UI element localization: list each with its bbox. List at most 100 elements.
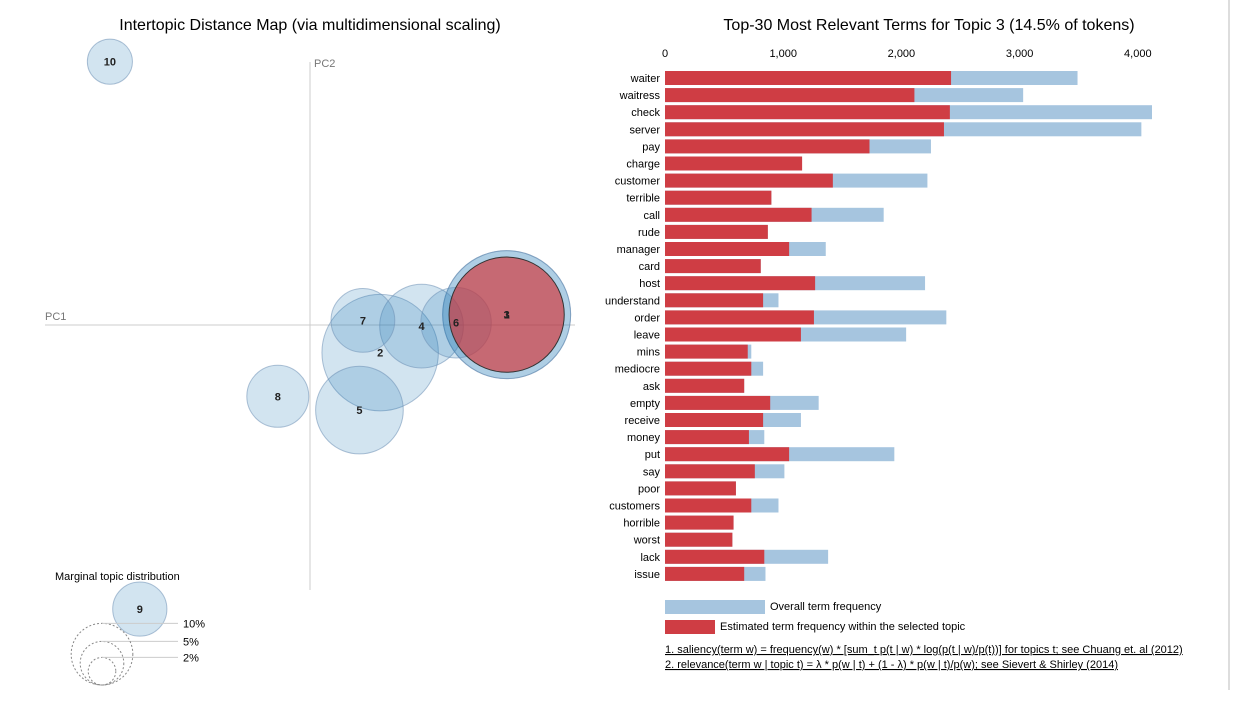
topic-bubble-9[interactable] — [112, 581, 168, 637]
topic-label-7[interactable]: 7 — [360, 315, 366, 327]
topic-label-5[interactable]: 5 — [356, 405, 362, 417]
topic-bubble-10[interactable] — [86, 38, 133, 85]
term-label-empty[interactable]: empty — [630, 398, 660, 410]
term-label-put[interactable]: put — [645, 449, 660, 461]
topic-bar-customer[interactable] — [665, 173, 833, 188]
topic-bar-charge[interactable] — [665, 156, 803, 171]
topic-bar-host[interactable] — [665, 276, 816, 291]
topic-bar-customers[interactable] — [665, 498, 752, 513]
topic-bubble-2[interactable] — [321, 293, 439, 412]
topic-bubble-7[interactable] — [330, 288, 396, 353]
topic-bar-understand[interactable] — [665, 293, 764, 308]
topic-bar-receive[interactable] — [665, 413, 764, 427]
term-label-ask[interactable]: ask — [643, 381, 661, 393]
marginal-circle-10pct — [70, 622, 134, 686]
term-label-issue[interactable]: issue — [634, 569, 660, 581]
x-tick-label: 1,000 — [769, 48, 797, 60]
term-label-call[interactable]: call — [643, 210, 660, 222]
marginal-circle-5pct — [79, 640, 125, 686]
marginal-circle-2pct — [87, 656, 117, 686]
legend-swatch-topic — [665, 620, 715, 634]
term-bar-rows: waiter waitress check server pay charge custom… — [605, 71, 1152, 581]
topic-bar-money[interactable] — [665, 430, 749, 445]
topic-label-3[interactable]: 3 — [504, 310, 510, 322]
topic-bar-order[interactable] — [665, 310, 814, 325]
term-label-card[interactable]: card — [639, 261, 660, 273]
topic-bar-issue[interactable] — [665, 566, 745, 581]
topic-bar-leave[interactable] — [665, 327, 801, 342]
topic-bubble-labels: 1 2 3 4 5 6 7 8 9 10 — [104, 57, 510, 616]
term-label-server[interactable]: server — [629, 124, 660, 136]
legend-label-topic: Estimated term frequency within the sele… — [720, 621, 966, 633]
relevance-footnote-link[interactable]: 2. relevance(term w | topic t) = λ * p(w… — [665, 659, 1118, 671]
topic-bar-lack[interactable] — [665, 549, 765, 564]
saliency-footnote-link[interactable]: 1. saliency(term w) = frequency(w) * [su… — [665, 644, 1183, 656]
marginal-legend-title: Marginal topic distribution — [55, 571, 180, 583]
topic-label-8[interactable]: 8 — [275, 391, 281, 403]
topic-bubble-8[interactable] — [246, 364, 310, 428]
topic-bar-server[interactable] — [665, 122, 944, 137]
term-label-host[interactable]: host — [639, 278, 660, 290]
term-label-mediocre[interactable]: mediocre — [615, 364, 660, 376]
term-label-pay[interactable]: pay — [642, 141, 660, 153]
topic-bar-ask[interactable] — [665, 378, 745, 393]
x-tick-label: 3,000 — [1006, 48, 1034, 60]
term-bar-legend: Overall term frequency Estimated term fr… — [665, 600, 966, 634]
term-label-rude[interactable]: rude — [638, 227, 660, 239]
term-label-check[interactable]: check — [631, 107, 660, 119]
topic-label-10[interactable]: 10 — [104, 57, 116, 69]
topic-bar-mins[interactable] — [665, 344, 748, 359]
term-bar-chart: 0 1,000 2,000 3,000 4,000 waiter waitress chec… — [605, 0, 1230, 690]
topic-label-4[interactable]: 4 — [418, 321, 425, 333]
term-label-manager[interactable]: manager — [617, 244, 661, 256]
term-label-waitress[interactable]: waitress — [619, 90, 661, 102]
term-label-mins[interactable]: mins — [637, 347, 661, 359]
x-tick-label: 0 — [662, 48, 668, 60]
marginal-label-5pct: 5% — [183, 636, 199, 648]
topic-label-1[interactable]: 1 — [504, 310, 510, 322]
term-label-horrible[interactable]: horrible — [623, 518, 660, 530]
intertopic-distance-map: PC2 PC1 1 2 3 4 5 6 7 8 9 10 — [45, 38, 575, 637]
topic-label-9[interactable]: 9 — [137, 604, 143, 616]
marginal-label-10pct: 10% — [183, 618, 205, 630]
selected-topic-overlay[interactable] — [448, 256, 565, 373]
topic-label-2[interactable]: 2 — [377, 348, 383, 360]
topic-bar-say[interactable] — [665, 464, 755, 479]
term-label-receive[interactable]: receive — [625, 415, 660, 427]
term-label-understand[interactable]: understand — [605, 295, 660, 307]
topic-bar-poor[interactable] — [665, 481, 736, 496]
x-tick-label: 4,000 — [1124, 48, 1152, 60]
topic-bar-terrible[interactable] — [665, 190, 772, 205]
topic-bar-worst[interactable] — [665, 532, 733, 547]
topic-bar-waiter[interactable] — [665, 71, 952, 85]
term-label-leave[interactable]: leave — [634, 330, 660, 342]
pc1-axis-label: PC1 — [45, 311, 66, 323]
topic-bar-put[interactable] — [665, 447, 790, 462]
topic-bar-call[interactable] — [665, 207, 812, 222]
topic-bubbles — [86, 38, 572, 637]
topic-bar-mediocre[interactable] — [665, 361, 752, 376]
term-label-terrible[interactable]: terrible — [626, 193, 660, 205]
term-label-poor[interactable]: poor — [638, 483, 660, 495]
term-label-say[interactable]: say — [643, 466, 661, 478]
topic-bar-card[interactable] — [665, 259, 761, 274]
topic-bar-check[interactable] — [665, 105, 950, 120]
topic-bubble-5[interactable] — [315, 365, 404, 455]
topic-bar-pay[interactable] — [665, 139, 870, 154]
term-label-lack[interactable]: lack — [640, 552, 660, 564]
term-label-customer[interactable]: customer — [615, 176, 661, 188]
term-chart-title: Top-30 Most Relevant Terms for Topic 3 (… — [723, 17, 1134, 34]
term-label-worst[interactable]: worst — [633, 535, 660, 547]
term-label-money[interactable]: money — [627, 432, 661, 444]
term-label-charge[interactable]: charge — [626, 159, 660, 171]
topic-bar-manager[interactable] — [665, 242, 790, 256]
term-label-order[interactable]: order — [634, 312, 660, 324]
topic-bar-rude[interactable] — [665, 224, 768, 239]
term-label-waiter[interactable]: waiter — [630, 73, 661, 85]
topic-label-6[interactable]: 6 — [453, 318, 459, 330]
topic-bar-empty[interactable] — [665, 395, 771, 410]
topic-bar-waitress[interactable] — [665, 88, 915, 103]
topic-bar-horrible[interactable] — [665, 515, 734, 530]
term-label-customers[interactable]: customers — [609, 501, 660, 513]
x-axis-ticks: 0 1,000 2,000 3,000 4,000 — [662, 48, 1152, 60]
